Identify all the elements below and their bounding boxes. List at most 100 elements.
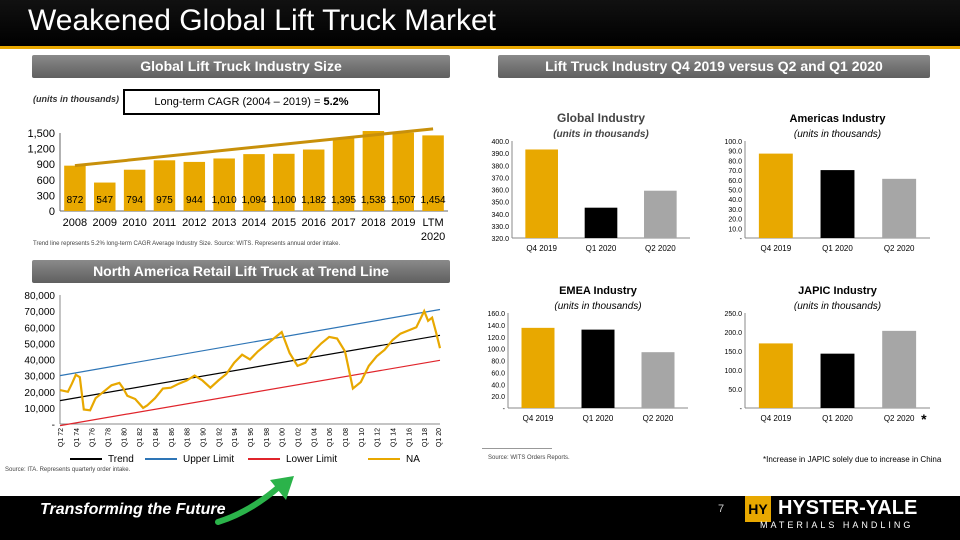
y-tick-label: 40.0 (728, 197, 742, 204)
y-tick-label: 400.0 (491, 139, 509, 146)
x-tick-label: Q1 16 (406, 428, 413, 447)
bar (521, 327, 555, 408)
legend-label: Upper Limit (183, 454, 234, 465)
bar (882, 330, 917, 408)
page-title: Weakened Global Lift Truck Market (28, 4, 496, 37)
bar (882, 178, 917, 238)
chart-subtitle: (units in thousands) (794, 129, 881, 140)
legend-label: NA (406, 454, 420, 465)
x-tick-label: Q4 2019 (523, 414, 554, 423)
y-tick-label: 390.0 (491, 151, 509, 158)
global-industry-chart: Global Industry (units in thousands) 320.0… (491, 111, 690, 253)
y-tick-label: 90.0 (728, 149, 742, 156)
bar (153, 160, 176, 211)
series-line (59, 359, 441, 427)
y-tick-label: 350.0 (491, 200, 509, 207)
section-header-global-size: Global Lift Truck Industry Size (32, 55, 450, 78)
x-tick-label: Q1 20 (436, 428, 443, 447)
y-tick-label: 140.0 (487, 323, 505, 330)
y-tick-label: - (52, 420, 55, 431)
x-tick-label: Q1 86 (169, 428, 176, 447)
cagr-callout: Long-term CAGR (2004 – 2019) = 5.2% (123, 89, 380, 115)
bar (213, 158, 235, 211)
y-tick-label: 10.0 (728, 226, 742, 233)
series-line (59, 334, 441, 402)
y-tick-label: 80.0 (728, 158, 742, 165)
bar (183, 161, 206, 211)
legend-label: Trend (108, 454, 134, 465)
industry-footnote: Source: WITS Orders Reports. (488, 455, 570, 461)
na-retail-chart: - 10,000 20,000 30,000 40,000 50,000 60,000 70,… (24, 291, 443, 465)
bar-value-label: 1,507 (391, 195, 416, 206)
x-tick-label: Q1 74 (74, 428, 81, 447)
y-tick-label: 100.0 (487, 347, 505, 354)
chart-subtitle: (units in thousands) (554, 301, 641, 312)
x-tick-label: Q1 2020 (586, 244, 617, 253)
bar (584, 207, 618, 238)
x-tick-label: Q1 80 (121, 428, 128, 447)
y-tick-label: 160.0 (487, 311, 505, 318)
bar (273, 153, 295, 211)
bar (422, 135, 444, 211)
x-tick-label: Q1 2020 (583, 414, 614, 423)
y-tick-label: 200.0 (724, 330, 742, 337)
series-line (59, 308, 441, 377)
chart-subtitle: (units in thousands) (553, 129, 649, 140)
x-tick-label: Q1 78 (106, 428, 113, 447)
x-tick-label: Q1 06 (327, 428, 334, 447)
bar (64, 165, 86, 211)
section-header-industry-comparison: Lift Truck Industry Q4 2019 versus Q2 an… (498, 55, 930, 78)
section-header-na-retail: North America Retail Lift Truck at Trend… (32, 260, 450, 283)
y-tick-label: 100.0 (724, 139, 742, 146)
y-tick-label: 60.0 (491, 370, 505, 377)
cagr-value: 5.2% (323, 96, 349, 108)
cagr-label: Long-term CAGR (2004 – 2019) = (154, 96, 324, 108)
bar-value-label: 1,395 (331, 195, 356, 206)
x-tick-label: 2019 (391, 217, 415, 229)
y-tick-label: 0 (49, 206, 55, 218)
y-tick-label: 150.0 (724, 349, 742, 356)
x-tick-label: 2016 (301, 217, 325, 229)
y-tick-label: - (740, 406, 743, 413)
bar-value-label: 1,010 (212, 195, 237, 206)
y-tick-label: 1,200 (27, 144, 55, 156)
footnote-divider (482, 448, 552, 449)
bar-value-label: 872 (67, 195, 84, 206)
x-tick-label: Q1 10 (359, 428, 366, 447)
y-tick-label: 80,000 (24, 291, 55, 302)
footnote-asterisk: * (921, 411, 927, 427)
x-tick-label: Q1 18 (422, 428, 429, 447)
bar-value-label: 547 (96, 195, 113, 206)
emea-industry-chart: EMEA Industry (units in thousands) - 20.0 40… (487, 285, 688, 423)
y-tick-label: 120.0 (487, 335, 505, 342)
x-tick-label: Q1 82 (137, 428, 144, 447)
bar (94, 182, 116, 211)
legend-label: Lower Limit (286, 454, 337, 465)
bar (243, 154, 265, 211)
y-tick-label: 340.0 (491, 212, 509, 219)
bar (758, 153, 793, 238)
x-tick-label: 2013 (212, 217, 236, 229)
x-tick-label: Q1 94 (232, 428, 239, 447)
x-tick-label: Q1 08 (343, 428, 350, 447)
x-tick-label: Q1 2020 (822, 244, 853, 253)
x-tick-label: Q1 12 (375, 428, 382, 447)
y-tick-label: 370.0 (491, 175, 509, 182)
bar (820, 170, 855, 238)
x-tick-label: Q1 76 (90, 428, 97, 447)
x-tick-label: Q1 84 (153, 428, 160, 447)
logo-name: HYSTER-YALE (778, 497, 918, 519)
bar (392, 132, 414, 211)
title-bar (0, 0, 960, 46)
y-tick-label: 40,000 (24, 356, 55, 367)
bar (302, 149, 325, 211)
x-tick-label: Q4 2019 (760, 414, 791, 423)
x-tick-label: Q1 90 (201, 428, 208, 447)
tagline: Transforming the Future (40, 501, 226, 518)
x-tick-label: 2014 (242, 217, 266, 229)
y-tick-label: 60,000 (24, 323, 55, 334)
x-tick-label: 2008 (63, 217, 87, 229)
y-tick-label: 380.0 (491, 163, 509, 170)
logo-subtitle: MATERIALS HANDLING (760, 520, 914, 530)
bar-value-label: 1,454 (421, 195, 446, 206)
